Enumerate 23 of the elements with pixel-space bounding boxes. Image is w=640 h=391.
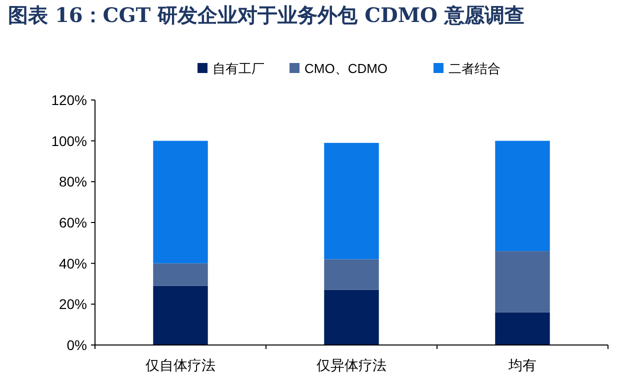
y-tick-label: 80% — [58, 174, 87, 190]
bar — [495, 251, 550, 312]
chart-title: 图表 16：CGT 研发企业对于业务外包 CDMO 意愿调查 — [8, 3, 524, 27]
y-tick-label: 20% — [58, 296, 87, 312]
legend-label: 自有工厂 — [212, 61, 264, 76]
bar — [324, 290, 379, 345]
y-tick-label: 60% — [58, 214, 87, 230]
y-tick-label: 120% — [51, 92, 87, 108]
legend-label: 二者结合 — [448, 61, 500, 76]
y-tick-label: 40% — [58, 255, 87, 272]
x-tick-label: 仅异体疗法 — [316, 358, 386, 374]
y-tick-label: 100% — [51, 132, 87, 149]
legend-label: CMO、CDMO — [304, 61, 388, 76]
bar — [153, 263, 208, 286]
bar — [495, 140, 550, 252]
bar — [495, 312, 550, 345]
x-tick-label: 均有 — [508, 358, 536, 374]
x-tick-label: 仅自体疗法 — [146, 358, 216, 374]
bar — [153, 140, 208, 264]
bar — [153, 286, 208, 345]
y-tick-label: 0% — [66, 337, 87, 353]
bar — [324, 142, 379, 260]
bar — [324, 259, 379, 290]
